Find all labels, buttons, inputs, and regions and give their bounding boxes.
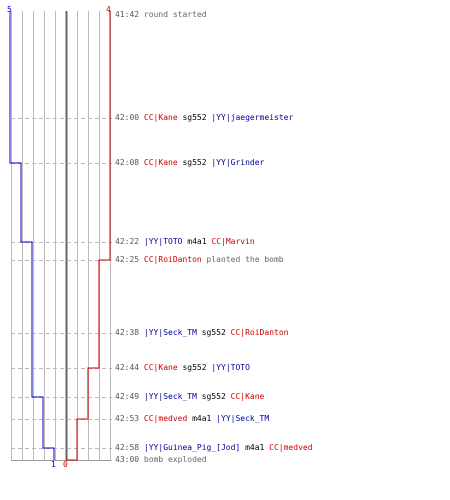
blue-team-end-count: 1 [51,460,56,469]
killer-name: |YY|Seck_TM [143,328,197,337]
victim-name: CC|RoiDanton [230,328,289,337]
event-row: 42:44 CC|Kane sg552 |YY|TOTO [115,363,250,373]
event-row: 42:38 |YY|Seck_TM sg552 CC|RoiDanton [115,328,288,338]
event-row: 42:00 CC|Kane sg552 |YY|jaegermeister [115,113,293,123]
victim-name: |YY|jaegermeister [211,113,294,122]
victim-name: |YY|TOTO [211,363,250,372]
event-time: 42:00 [115,113,140,122]
event-row: 41:42 round started [115,10,207,20]
event-row: 42:49 |YY|Seck_TM sg552 CC|Kane [115,392,264,402]
weapon-name: sg552 [182,113,207,122]
blue-team-alive-line [9,11,55,460]
red-team-alive-line [66,11,111,461]
weapon-name: sg552 [201,392,226,401]
victim-name: CC|Kane [230,392,265,401]
weapon-name: m4a1 [245,443,265,452]
event-time: 43:00 [115,455,140,464]
killer-name: |YY|Seck_TM [143,392,197,401]
blue-team-start-count: 5 [7,5,12,14]
weapon-name: sg552 [182,158,207,167]
event-time: 42:58 [115,443,140,452]
killer-name: |YY|Guinea_Pig_[Jod] [143,443,241,452]
killer-name: |YY|TOTO [143,237,183,246]
weapon-name: sg552 [182,363,207,372]
red-team-end-count: 0 [63,460,68,469]
event-time: 42:38 [115,328,140,337]
victim-name: |YY|Grinder [211,158,265,167]
event-time: 42:22 [115,237,140,246]
event-row: 42:25 CC|RoiDanton planted the bomb [115,255,284,265]
weapon-name: m4a1 [187,237,207,246]
event-row: 42:22 |YY|TOTO m4a1 CC|Marvin [115,237,255,247]
event-time: 42:49 [115,392,140,401]
victim-name: CC|Marvin [211,237,255,246]
event-row: 42:58 |YY|Guinea_Pig_[Jod] m4a1 CC|medve… [115,443,313,453]
event-time: 42:25 [115,255,140,264]
event-time: 42:08 [115,158,140,167]
event-time: 42:44 [115,363,140,372]
event-time: 42:53 [115,414,140,423]
killer-name: CC|Kane [143,158,178,167]
weapon-name: sg552 [201,328,226,337]
event-text: bomb exploded [143,455,207,464]
red-team-start-count: 4 [106,5,111,14]
event-row: 42:08 CC|Kane sg552 |YY|Grinder [115,158,264,168]
event-time: 41:42 [115,10,140,19]
event-row: 42:53 CC|medved m4a1 |YY|Seck_TM [115,414,269,424]
victim-name: |YY|Seck_TM [216,414,270,423]
event-row: 43:00 bomb exploded [115,455,207,465]
victim-name: CC|medved [269,443,313,452]
planter-name: CC|RoiDanton [143,255,202,264]
event-text: round started [143,10,207,19]
killer-name: CC|Kane [143,113,178,122]
weapon-name: m4a1 [192,414,212,423]
killer-name: CC|Kane [143,363,178,372]
event-text: planted the bomb [206,255,284,264]
killer-name: CC|medved [143,414,188,423]
